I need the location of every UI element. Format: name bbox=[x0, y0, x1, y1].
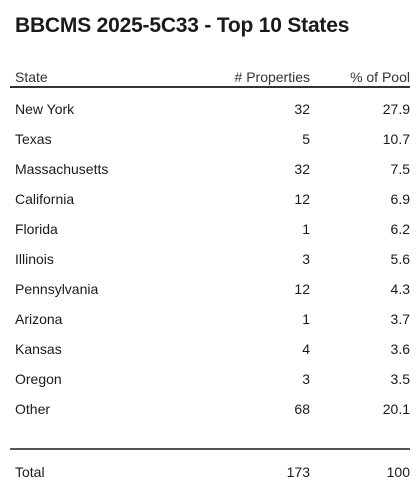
pool-cell: 5.6 bbox=[390, 251, 410, 267]
column-header-pool: % of Pool bbox=[350, 69, 410, 85]
table-row: Arizona 1 3.7 bbox=[10, 304, 410, 334]
properties-cell: 32 bbox=[294, 161, 310, 177]
total-properties: 173 bbox=[286, 464, 310, 480]
table-row: Texas 5 10.7 bbox=[10, 124, 410, 154]
pool-cell: 20.1 bbox=[382, 401, 410, 417]
properties-cell: 3 bbox=[302, 251, 310, 267]
properties-cell: 12 bbox=[294, 281, 310, 297]
table-row: California 12 6.9 bbox=[10, 184, 410, 214]
table-row: Pennsylvania 12 4.3 bbox=[10, 274, 410, 304]
pool-cell: 4.3 bbox=[390, 281, 410, 297]
table-row: Oregon 3 3.5 bbox=[10, 364, 410, 394]
table-row: Massachusetts 32 7.5 bbox=[10, 154, 410, 184]
state-cell: Oregon bbox=[15, 371, 62, 387]
pool-cell: 3.6 bbox=[390, 341, 410, 357]
table-row: Illinois 3 5.6 bbox=[10, 244, 410, 274]
state-cell: Massachusetts bbox=[15, 161, 109, 177]
table-row: Kansas 4 3.6 bbox=[10, 334, 410, 364]
state-cell: Pennsylvania bbox=[15, 281, 99, 297]
state-cell: Other bbox=[15, 401, 51, 417]
state-cell: Kansas bbox=[15, 341, 62, 357]
properties-cell: 3 bbox=[302, 371, 310, 387]
pool-cell: 7.5 bbox=[390, 161, 410, 177]
properties-cell: 5 bbox=[302, 131, 310, 147]
page-title: BBCMS 2025-5C33 - Top 10 States bbox=[15, 14, 350, 37]
table-body: New York 32 27.9 Texas 5 10.7 Massachuse… bbox=[10, 88, 410, 424]
table-row: New York 32 27.9 bbox=[10, 94, 410, 124]
total-divider bbox=[10, 448, 410, 450]
state-cell: Florida bbox=[15, 221, 58, 237]
table-header: State # Properties % of Pool bbox=[10, 64, 410, 88]
pool-cell: 27.9 bbox=[382, 101, 410, 117]
state-cell: Texas bbox=[15, 131, 52, 147]
total-label: Total bbox=[15, 464, 45, 480]
properties-cell: 32 bbox=[294, 101, 310, 117]
state-cell: Illinois bbox=[15, 251, 54, 267]
total-pool: 100 bbox=[386, 464, 410, 480]
state-cell: Arizona bbox=[15, 311, 63, 327]
properties-cell: 4 bbox=[302, 341, 310, 357]
properties-cell: 1 bbox=[302, 221, 310, 237]
table-row: Florida 1 6.2 bbox=[10, 214, 410, 244]
column-header-properties: # Properties bbox=[234, 69, 310, 85]
properties-cell: 68 bbox=[294, 401, 310, 417]
pool-cell: 6.9 bbox=[390, 191, 410, 207]
states-table: State # Properties % of Pool New York 32… bbox=[10, 64, 410, 487]
column-header-state: State bbox=[15, 69, 48, 85]
properties-cell: 1 bbox=[302, 311, 310, 327]
state-cell: New York bbox=[15, 101, 75, 117]
pool-cell: 3.5 bbox=[390, 371, 410, 387]
table-row: Other 68 20.1 bbox=[10, 394, 410, 424]
properties-cell: 12 bbox=[294, 191, 310, 207]
state-cell: California bbox=[15, 191, 75, 207]
pool-cell: 10.7 bbox=[382, 131, 410, 147]
pool-cell: 3.7 bbox=[390, 311, 410, 327]
pool-cell: 6.2 bbox=[390, 221, 410, 237]
total-row: Total 173 100 bbox=[10, 457, 410, 487]
